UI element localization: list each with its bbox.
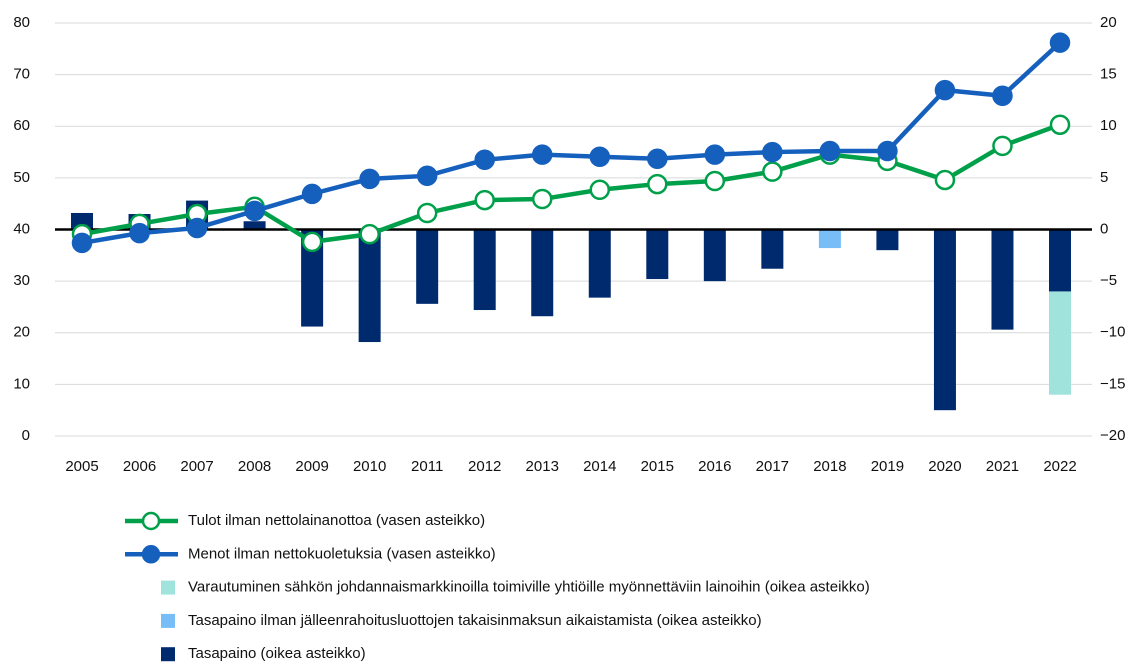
marker: [704, 144, 726, 165]
y-tick-label: 70: [13, 66, 30, 83]
x-tick-label: 2014: [583, 458, 616, 475]
x-tick-label: 2017: [756, 458, 789, 475]
line: [81, 40, 1062, 246]
legend-label: Varautuminen sähkön johdannaismarkkinoil…: [188, 579, 870, 596]
x-tick-label: 2019: [871, 458, 904, 475]
bar: [991, 229, 1014, 330]
bar: [876, 229, 899, 251]
bar: [761, 229, 784, 269]
bar: [818, 229, 841, 249]
legend-marker: [141, 545, 161, 564]
marker: [589, 146, 611, 167]
legend-swatch: [161, 613, 175, 628]
bar: [1049, 291, 1071, 395]
bar: [703, 229, 726, 282]
marker: [416, 202, 438, 224]
bar: [588, 229, 611, 298]
marker: [531, 188, 553, 210]
legend-swatch: [161, 647, 175, 662]
marker: [244, 200, 265, 222]
y2-tick-label: 10: [1100, 117, 1117, 134]
legend-swatch: [161, 580, 175, 595]
marker: [647, 173, 668, 195]
marker: [186, 217, 208, 239]
legend-label: Menot ilman nettokuoletuksia (vasen aste…: [188, 545, 496, 562]
y2-tick-label: 0: [1100, 220, 1108, 237]
marker: [359, 223, 380, 245]
marker: [531, 144, 553, 165]
marker: [992, 85, 1013, 107]
legend-label: Tasapaino ilman jälleenrahoitusluottojen…: [188, 612, 762, 629]
y-tick-label: 50: [13, 169, 30, 186]
y-tick-label: 40: [13, 220, 30, 237]
y2-tick-label: 5: [1100, 169, 1108, 186]
y-tick-label: 30: [13, 272, 30, 289]
marker: [71, 232, 93, 254]
marker: [762, 141, 783, 163]
x-tick-label: 2009: [295, 458, 328, 475]
marker: [301, 231, 323, 253]
marker: [589, 179, 611, 200]
y2-tick-label: −10: [1100, 324, 1125, 341]
x-tick-label: 2022: [1043, 458, 1076, 475]
marker: [934, 79, 956, 101]
x-tick-label: 2005: [65, 458, 98, 475]
x-tick-label: 2016: [698, 458, 731, 475]
bar: [473, 229, 496, 311]
bar: [301, 229, 324, 327]
x-tick-label: 2010: [353, 458, 386, 475]
marker: [359, 168, 380, 190]
bar: [933, 229, 956, 411]
marker: [416, 165, 438, 187]
marker: [1049, 32, 1071, 53]
x-tick-label: 2011: [411, 458, 443, 475]
y2-tick-label: −5: [1100, 272, 1117, 289]
bar: [358, 229, 381, 343]
y2-tick-label: 15: [1100, 66, 1117, 83]
marker: [934, 169, 956, 191]
marker: [992, 135, 1013, 157]
line: [81, 122, 1061, 245]
x-tick-label: 2021: [986, 458, 1019, 475]
legend-label: Tulot ilman nettolainanottoa (vasen aste…: [188, 512, 485, 529]
bar: [416, 229, 439, 304]
x-tick-label: 2018: [813, 458, 846, 475]
x-tick-label: 2013: [526, 458, 559, 475]
marker: [819, 140, 841, 162]
y-tick-label: 20: [13, 324, 30, 341]
bar: [243, 221, 266, 230]
x-tick-label: 2015: [641, 458, 674, 475]
y-tick-label: 0: [22, 427, 30, 444]
marker: [474, 189, 495, 211]
marker: [704, 170, 726, 192]
x-tick-label: 2008: [238, 458, 271, 475]
marker: [1049, 114, 1071, 135]
marker: [762, 161, 783, 182]
x-tick-label: 2006: [123, 458, 156, 475]
marker: [129, 222, 150, 244]
y2-tick-label: −20: [1100, 427, 1125, 444]
y2-tick-label: −15: [1100, 375, 1125, 392]
y-tick-label: 10: [13, 375, 30, 392]
marker: [474, 149, 495, 171]
x-tick-label: 2012: [468, 458, 501, 475]
marker: [877, 140, 898, 162]
marker: [647, 148, 668, 170]
bar: [71, 212, 93, 230]
legend-label: Tasapaino (oikea asteikko): [188, 645, 366, 662]
marker: [301, 183, 323, 205]
x-tick-label: 2020: [928, 458, 961, 475]
y2-tick-label: 20: [1100, 14, 1117, 31]
bar: [531, 229, 554, 317]
x-tick-label: 2007: [180, 458, 213, 475]
y-tick-label: 80: [13, 14, 30, 31]
bar: [646, 229, 669, 280]
y-tick-label: 60: [13, 117, 30, 134]
legend-marker: [141, 511, 161, 531]
bar: [1049, 229, 1071, 292]
